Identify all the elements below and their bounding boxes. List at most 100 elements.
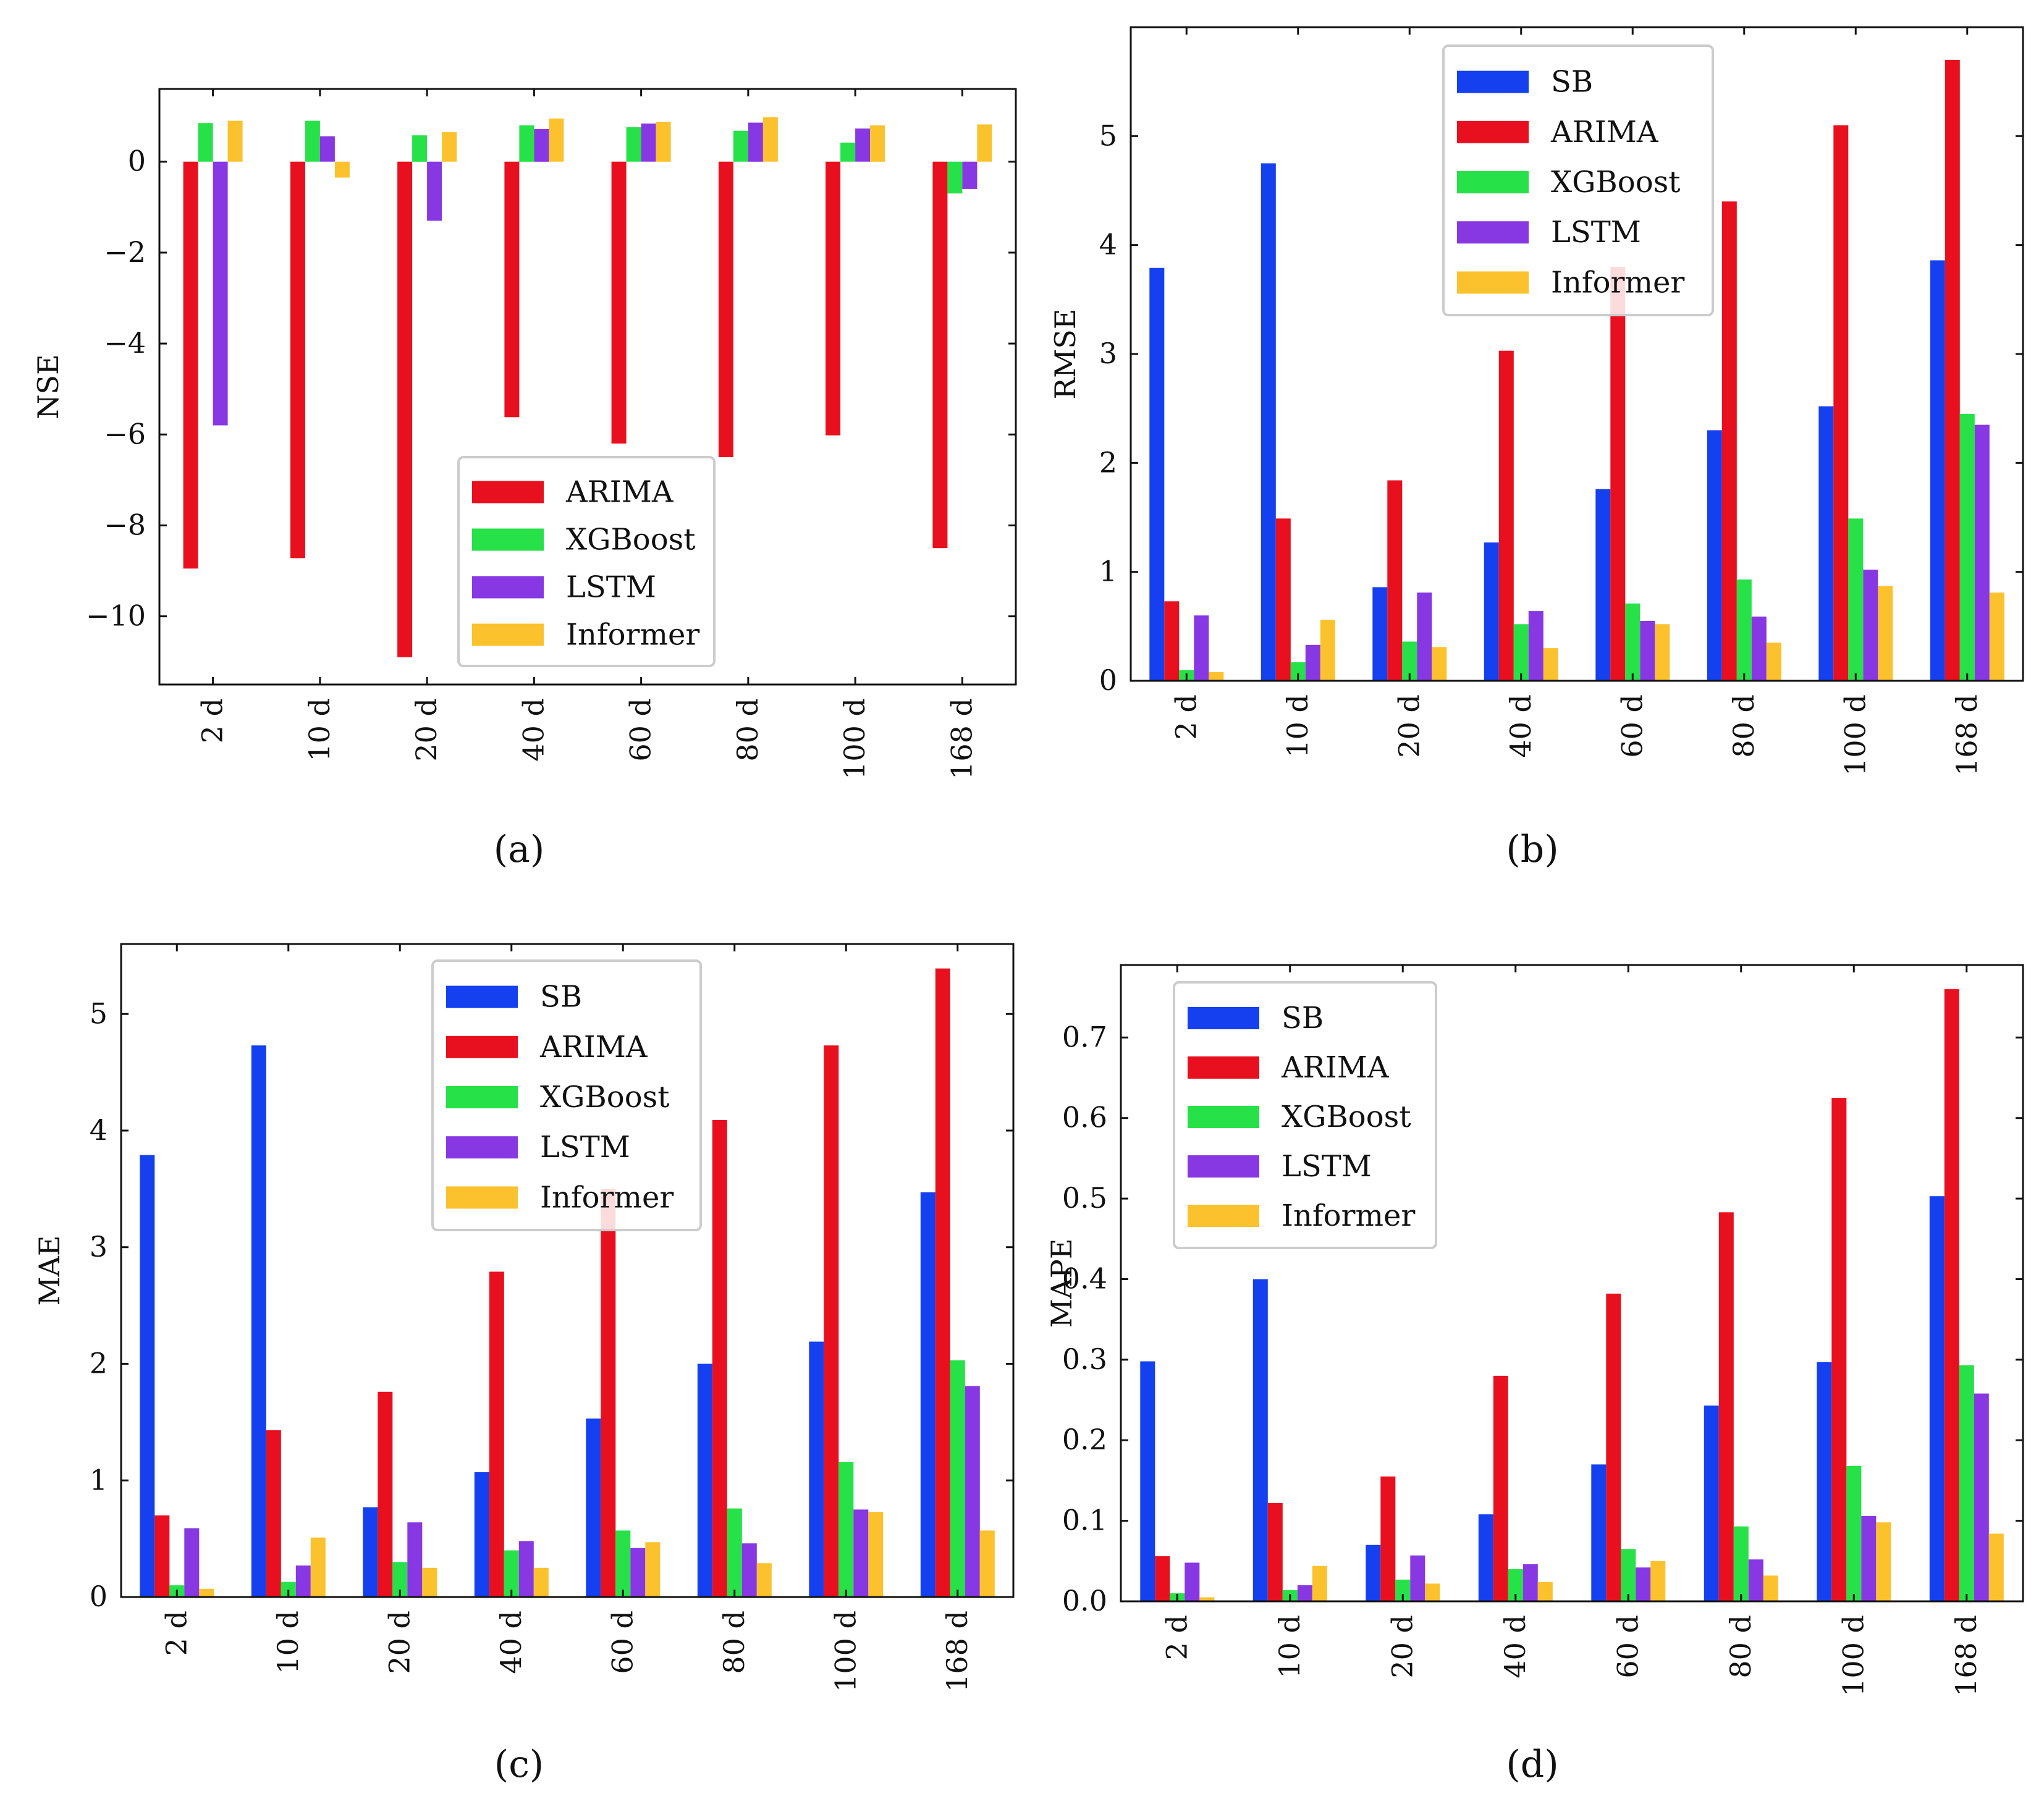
bar-sb-1 (1140, 1361, 1155, 1601)
y-tick-label: 0 (1099, 664, 1117, 697)
series-lstm (213, 122, 978, 426)
bar-lstm-5 (641, 123, 656, 162)
x-tick-label: 168 d (945, 698, 978, 780)
bar-informer-5 (656, 122, 671, 162)
legend-label-sb: SB (540, 980, 582, 1014)
legend-label-lstm: LSTM (540, 1130, 630, 1165)
bar-lstm-7 (853, 1509, 869, 1597)
bar-lstm-5 (1636, 1567, 1651, 1601)
bar-informer-7 (1876, 1522, 1891, 1601)
legend-label-arima: ARIMA (565, 475, 674, 510)
legend-label-informer: Informer (1551, 265, 1684, 300)
legend-label-informer: Informer (566, 618, 699, 652)
bar-informer-2 (334, 161, 350, 178)
x-tick-label: 40 d (494, 1611, 528, 1674)
plot-frame (158, 88, 1017, 686)
y-tick-label: 0.3 (1062, 1342, 1107, 1376)
legend-label-informer: Informer (1282, 1199, 1415, 1233)
legend-label-arima: ARIMA (539, 1030, 648, 1064)
bar-arima-1 (154, 1515, 170, 1597)
bar-sb-8 (1929, 1196, 1945, 1601)
x-tick-label: 10 d (271, 1611, 305, 1674)
legend-label-lstm: LSTM (1282, 1149, 1372, 1184)
series-sb (1140, 1196, 1945, 1601)
x-tick-label: 2 d (196, 698, 229, 743)
legend-swatch-arima (472, 481, 544, 504)
legend-label-lstm: LSTM (1551, 215, 1641, 250)
bar-lstm-1 (1194, 615, 1209, 681)
panel-caption: (a) (494, 828, 545, 871)
bar-sb-1 (140, 1155, 155, 1597)
bar-arima-4 (504, 161, 520, 418)
series-informer (1199, 1522, 2004, 1601)
y-tick-label: 0 (128, 145, 146, 178)
bar-xgboost-8 (1959, 414, 1975, 681)
y-tick-label: 3 (1099, 337, 1117, 370)
x-tick-label: 2 d (1169, 694, 1202, 740)
bar-lstm-1 (1185, 1562, 1200, 1601)
bar-xgboost-5 (1625, 603, 1641, 681)
bar-informer-4 (549, 118, 564, 162)
bar-lstm-1 (213, 161, 228, 426)
y-axis-label: MAE (33, 1236, 66, 1306)
bar-arima-8 (932, 161, 948, 549)
bar-arima-1 (183, 161, 198, 569)
series-lstm (1194, 424, 1990, 681)
bar-informer-1 (1209, 672, 1224, 681)
bar-lstm-3 (1410, 1555, 1425, 1601)
legend-swatch-lstm (1188, 1155, 1259, 1178)
bar-lstm-4 (518, 1541, 534, 1597)
panel-caption: (b) (1506, 828, 1558, 871)
bar-lstm-6 (741, 1543, 757, 1597)
bar-arima-3 (1380, 1476, 1396, 1601)
y-tick-label: 2 (1099, 445, 1117, 479)
bar-arima-2 (266, 1430, 281, 1597)
x-tick-label: 80 d (1727, 694, 1760, 758)
bar-sb-7 (809, 1341, 824, 1597)
plot-frame (1120, 964, 2024, 1603)
x-tick-label: 20 d (382, 1611, 416, 1674)
bar-arima-1 (1155, 1556, 1170, 1601)
bar-sb-2 (251, 1045, 266, 1597)
legend-label-arima: ARIMA (1281, 1050, 1390, 1085)
bar-lstm-6 (748, 122, 763, 162)
y-tick-label: 0 (90, 1580, 108, 1613)
x-tick-label: 2 d (159, 1611, 193, 1656)
legend: SB ARIMA XGBoost LSTM Informer (431, 959, 702, 1231)
y-axis-label: RMSE (1049, 309, 1082, 400)
x-tick-label: 40 d (1504, 694, 1537, 758)
bar-xgboost-2 (305, 120, 320, 162)
bar-arima-6 (712, 1120, 727, 1597)
bar-xgboost-7 (1848, 518, 1864, 681)
series-informer (227, 117, 992, 178)
bar-arima-2 (1275, 518, 1291, 681)
plot-frame (120, 943, 1015, 1598)
series-xgboost (1179, 414, 1975, 681)
bar-arima-3 (397, 161, 413, 657)
x-tick-label: 20 d (410, 698, 443, 762)
bar-sb-3 (1366, 1544, 1381, 1601)
legend-label-xgboost: XGBoost (1282, 1100, 1411, 1134)
x-tick-label: 40 d (1498, 1615, 1532, 1679)
bar-informer-7 (870, 125, 885, 162)
bar-lstm-5 (630, 1548, 646, 1597)
bar-xgboost-3 (412, 135, 428, 162)
x-tick-label: 80 d (731, 698, 764, 762)
legend-swatch-arima (1457, 120, 1529, 143)
x-tick-label: 40 d (517, 698, 550, 762)
series-arima (1164, 59, 1960, 681)
legend: SB ARIMA XGBoost LSTM Informer (1173, 981, 1437, 1249)
bar-informer-8 (1988, 1533, 2004, 1601)
x-tick-label: 80 d (1724, 1615, 1757, 1679)
legend-box (1442, 44, 1714, 316)
y-tick-label: 1 (90, 1463, 108, 1496)
bar-sb-5 (1595, 489, 1611, 681)
legend-swatch-informer (446, 1186, 518, 1209)
bar-informer-1 (1199, 1597, 1215, 1601)
bar-informer-7 (868, 1512, 884, 1597)
bar-lstm-6 (1751, 617, 1767, 681)
bar-xgboost-6 (1733, 1526, 1749, 1601)
chart-d: 0.0 0.1 0.2 0.3 0.4 0.5 0.6 0.7 2 d 10 d 20 d 40 d 6… (1045, 964, 2024, 1786)
legend-swatch-xgboost (446, 1086, 518, 1108)
